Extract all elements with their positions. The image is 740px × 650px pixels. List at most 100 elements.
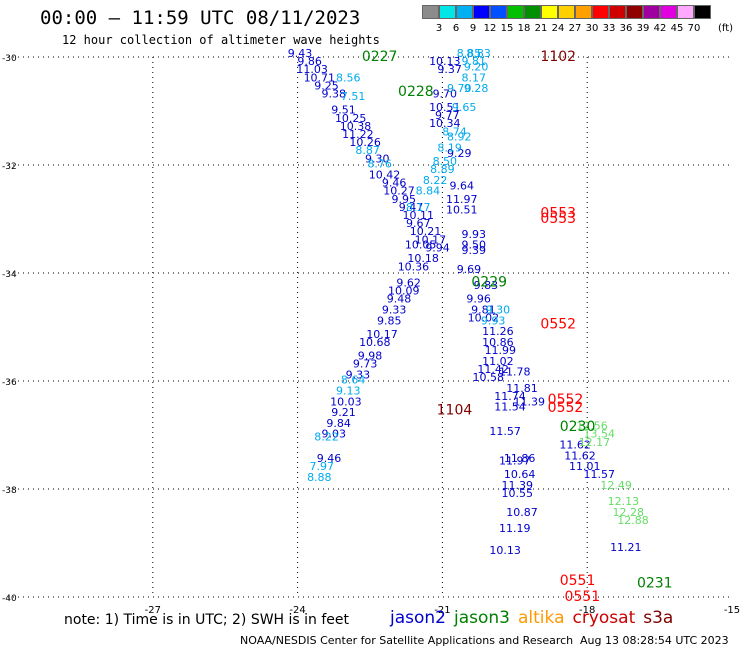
swh-value-label: 11.97 [446, 193, 478, 206]
swh-value-label: 11.81 [506, 382, 538, 395]
swh-value-label: 9.51 [331, 104, 356, 117]
pass-time-label: 0231 [637, 576, 673, 592]
color-scale-label: 33 [602, 23, 616, 34]
swh-value-label: 9.96 [466, 293, 491, 306]
color-scale-unit: (ft) [718, 23, 734, 34]
swh-value-label: 11.39 [514, 395, 546, 408]
swh-value-label: 10.18 [407, 252, 439, 265]
swh-value-label: 9.86 [297, 55, 322, 68]
swh-value-label: 11.57 [489, 425, 521, 438]
swh-value-label: 9.94 [425, 241, 450, 254]
swh-value-label: 9.37 [437, 63, 462, 76]
swh-value-label: 12.17 [579, 436, 611, 449]
color-scale-label: 15 [500, 23, 514, 34]
color-scale-label: 3 [435, 23, 443, 34]
color-scale-label: 6 [452, 23, 460, 34]
swh-value-label: 9.81 [462, 55, 487, 68]
swh-value-label: 11.03 [296, 63, 328, 76]
swh-value-label: 8.56 [336, 71, 361, 84]
color-scale-swatch [490, 5, 507, 19]
swh-value-label: 10.03 [330, 395, 362, 408]
swh-value-label: 9.85 [377, 314, 402, 327]
pass-time-label: 0551 [565, 589, 601, 605]
swh-value-label: 9.03 [322, 428, 347, 441]
swh-value-label: 8.84 [416, 185, 441, 198]
swh-value-label: 10.05 [405, 239, 437, 252]
color-scale-swatch [422, 5, 439, 19]
swh-value-label: 9.29 [447, 147, 472, 160]
color-scale-swatch [626, 5, 643, 19]
swh-value-label: 11.74 [494, 390, 526, 403]
swh-value-label: 10.02 [468, 312, 500, 325]
color-scale-label: 9 [469, 23, 477, 34]
color-scale-label: 39 [636, 23, 650, 34]
color-scale-label: 21 [534, 23, 548, 34]
swh-value-label: 9.25 [314, 79, 339, 92]
pass-time-label: 1102 [540, 49, 576, 65]
pass-time-label: 0552 [540, 316, 576, 332]
swh-value-label: 9.28 [464, 82, 489, 95]
swh-value-label: 9.38 [322, 88, 347, 101]
color-scale-swatch [456, 5, 473, 19]
swh-value-label: 10.26 [349, 136, 381, 149]
swh-value-label: 10.25 [335, 112, 367, 125]
color-scale-swatch [473, 5, 490, 19]
swh-value-label: 11.97 [499, 455, 531, 468]
swh-value-label: 9.43 [288, 47, 313, 60]
swh-value-label: 11.54 [494, 401, 526, 414]
swh-value-label: 11.21 [610, 541, 642, 554]
color-scale-swatch [575, 5, 592, 19]
swh-value-label: 10.71 [304, 71, 336, 84]
color-scale-swatch [507, 5, 524, 19]
x-tick-label: -24 [289, 605, 305, 616]
color-scale-swatch [677, 5, 694, 19]
swh-value-label: 10.86 [482, 336, 514, 349]
swh-value-label: 11.01 [569, 460, 601, 473]
swh-value-label: 12.56 [576, 420, 608, 433]
pass-time-label: 0552 [548, 400, 584, 416]
color-scale-swatch [660, 5, 677, 19]
swh-value-label: 9.84 [326, 417, 351, 430]
y-tick-label: -32 [2, 162, 17, 172]
swh-value-label: 9.69 [457, 263, 482, 276]
pass-time-label: 0553 [540, 206, 576, 222]
color-scale-swatch [609, 5, 626, 19]
y-tick-label: -34 [2, 270, 17, 280]
swh-value-label: 12.88 [617, 514, 649, 527]
swh-value-label: 11.26 [482, 325, 514, 338]
swh-value-label: 10.38 [340, 120, 372, 133]
color-scale-label: 45 [670, 23, 684, 34]
swh-value-label: 10.64 [504, 468, 536, 481]
swh-value-label: 9.47 [399, 201, 424, 214]
swh-value-label: 10.09 [388, 285, 420, 298]
pass-time-label: 0227 [362, 49, 398, 65]
swh-value-label: 10.55 [501, 487, 533, 500]
swh-value-label: 10.27 [383, 185, 415, 198]
swh-value-label: 7.51 [341, 90, 366, 103]
legend-entry-jason2: jason2 [390, 608, 446, 628]
swh-value-label: 8.76 [367, 158, 392, 171]
pass-time-label: 0228 [398, 84, 434, 100]
swh-value-label: 10.13 [489, 544, 521, 557]
swh-value-label: 8.50 [433, 155, 458, 168]
swh-value-label: 9.73 [353, 358, 378, 371]
swh-value-label: 9.50 [462, 239, 487, 252]
swh-value-label: 9.46 [317, 452, 342, 465]
color-scale-label: 27 [568, 23, 582, 34]
credit-line: NOAA/NESDIS Center for Satellite Applica… [240, 634, 574, 647]
pass-time-label: 0551 [560, 573, 596, 589]
pass-time-label: 0229 [471, 275, 507, 291]
swh-value-label: 9.70 [433, 88, 458, 101]
swh-value-label: 9.95 [392, 193, 417, 206]
swh-value-label: 11.62 [564, 449, 596, 462]
swh-value-label: 8.22 [423, 174, 448, 187]
legend-entry-s3a: s3a [643, 608, 674, 628]
swh-value-label: 11.02 [482, 355, 514, 368]
swh-value-label: 9.30 [486, 304, 511, 317]
swh-value-label: 8.17 [462, 71, 487, 84]
swh-value-label: 11.86 [504, 452, 536, 465]
swh-value-label: 11.39 [501, 479, 533, 492]
color-scale-label: 42 [653, 23, 667, 34]
swh-value-label: 8.92 [447, 131, 472, 144]
